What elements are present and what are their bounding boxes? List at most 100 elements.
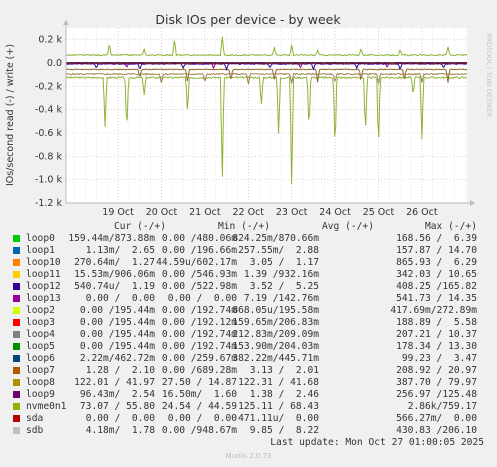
chart: Disk IOs per device - by week IOs/second…	[0, 0, 497, 221]
legend-cur-value: 73.07 / 55.80	[79, 401, 155, 412]
legend-swatch	[13, 283, 20, 290]
legend-header-cur: Cur (-/+)	[114, 221, 166, 232]
legend-cur-value: 4.18m/ 1.78	[85, 425, 155, 436]
legend-max-value: 865.93 / 6.29	[396, 257, 477, 268]
legend-min-value: 0.00 /948.67m	[161, 425, 237, 436]
legend-row: loop7 1.28 / 2.10 0.00 /689.28m 3.13 / 2.01…	[0, 365, 497, 377]
legend-series-name: loop4	[26, 329, 55, 340]
y-tick-label: -1.2 k	[35, 198, 63, 209]
legend-avg-value: 471.11u/ 0.00	[238, 413, 319, 424]
legend-min-value: 0.00 /192.74m	[161, 341, 237, 352]
legend-avg-value: 257.55m/ 2.88	[238, 245, 319, 256]
legend-max-value: 342.03 / 10.65	[396, 269, 477, 280]
legend-header-min: Min (-/+)	[218, 221, 270, 232]
legend-max-value: 168.56 / 6.39	[396, 233, 477, 244]
legend-min-value: 0.00 /192.74m	[161, 305, 237, 316]
legend-avg-value: 212.83m/209.09m	[232, 329, 319, 340]
legend-header: Cur (-/+) Min (-/+) Avg (-/+) Max (-/+)	[0, 221, 497, 233]
legend-min-value: 0.00 / 0.00	[167, 413, 237, 424]
legend-series-name: loop7	[26, 365, 55, 376]
legend-row: loop11 15.53m/906.06m 0.00 /546.93m 1.39 /9…	[0, 269, 497, 281]
y-tick-label: 0.0	[47, 58, 62, 69]
legend-cur-value: 122.01 / 41.97	[74, 377, 155, 388]
legend-max-value: 188.89 / 5.58	[396, 317, 477, 328]
legend-cur-value: 0.00 / 0.00	[85, 413, 155, 424]
legend-row: loop10 270.64m/ 1.27 44.59u/602.17m 3.05 / …	[0, 257, 497, 269]
legend-swatch	[13, 295, 20, 302]
x-tick-label: 25 Oct	[363, 207, 395, 218]
series-line-write	[65, 36, 468, 57]
legend-max-value: 408.25 /165.82	[396, 281, 477, 292]
legend-avg-value: 3.05 / 1.17	[249, 257, 319, 268]
legend-series-name: nvme0n1	[26, 401, 67, 412]
legend-cur-value: 0.00 /195.44m	[79, 305, 155, 316]
legend-row: loop13 0.00 / 0.00 0.00 / 0.00 7.19 /142.76…	[0, 293, 497, 305]
series-nvme0n1	[65, 36, 468, 185]
rrdtool-watermark: RRDTOOL / TOBI OETIKER	[485, 33, 493, 117]
legend-swatch	[13, 247, 20, 254]
legend-cur-value: 0.00 /195.44m	[79, 341, 155, 352]
legend-min-value: 0.00 /689.28m	[161, 365, 237, 376]
x-tick-label: 20 Oct	[146, 207, 178, 218]
legend-cur-value: 0.00 /195.44m	[79, 317, 155, 328]
legend-swatch	[13, 367, 20, 374]
legend-series-name: loop10	[26, 257, 61, 268]
x-tick-label: 22 Oct	[232, 207, 264, 218]
legend-swatch	[13, 259, 20, 266]
legend-avg-value: 125.11 / 68.43	[238, 401, 319, 412]
x-tick-label: 21 Oct	[189, 207, 221, 218]
legend-swatch	[13, 343, 20, 350]
legend-max-value: 178.34 / 13.30	[396, 341, 477, 352]
x-tick-label: 26 Oct	[406, 207, 438, 218]
legend-row: sdb 4.18m/ 1.78 0.00 /948.67m 9.85 / 8.22 43…	[0, 425, 497, 437]
x-tick-label: 19 Oct	[102, 207, 134, 218]
y-axis-arrow-icon	[63, 20, 69, 25]
legend-min-value: 0.00 /259.67m	[161, 353, 237, 364]
legend-min-value: 0.00 / 0.00	[167, 293, 237, 304]
legend-header-max: Max (-/+)	[425, 221, 477, 232]
legend-series-name: loop6	[26, 353, 55, 364]
y-tick-label: 0.2 k	[38, 35, 62, 46]
y-axis-label: IOs/second read (-) / write (+)	[5, 44, 16, 186]
legend-series-name: sda	[26, 413, 44, 424]
legend-max-value: 207.21 / 10.37	[396, 329, 477, 340]
legend-header-avg: Avg (-/+)	[322, 221, 374, 232]
legend-swatch	[13, 415, 20, 422]
legend-cur-value: 0.00 / 0.00	[85, 293, 155, 304]
legend-min-value: 27.50 / 14.87	[161, 377, 237, 388]
legend-cur-value: 540.74u/ 1.19	[74, 281, 155, 292]
y-tick-label: -0.2 k	[35, 81, 63, 92]
legend-row: sda 0.00 / 0.00 0.00 / 0.00 471.11u/ 0.00 56…	[0, 413, 497, 425]
legend-swatch	[13, 331, 20, 338]
legend-series-name: loop0	[26, 233, 55, 244]
legend-min-value: 0.00 /480.06m	[161, 233, 237, 244]
legend-avg-value: 868.05u/195.58m	[232, 305, 319, 316]
legend-swatch	[13, 403, 20, 410]
y-tick-label: -0.6 k	[35, 128, 63, 139]
legend-swatch	[13, 391, 20, 398]
legend-swatch	[13, 379, 20, 386]
legend-cur-value: 1.28 / 2.10	[85, 365, 155, 376]
legend-cur-value: 96.43m/ 2.54	[79, 389, 155, 400]
legend-avg-value: 7.19 /142.76m	[243, 293, 319, 304]
legend-min-value: 44.59u/602.17m	[156, 257, 237, 268]
legend-swatch	[13, 271, 20, 278]
legend-cur-value: 2.22m/462.72m	[79, 353, 155, 364]
legend-swatch	[13, 355, 20, 362]
legend-row: loop5 0.00 /195.44m 0.00 /192.74m 153.90m/2…	[0, 341, 497, 353]
legend-row: nvme0n1 73.07 / 55.80 24.54 / 44.59 125.11 …	[0, 401, 497, 413]
legend-swatch	[13, 427, 20, 434]
legend-swatch	[13, 235, 20, 242]
axes	[63, 20, 475, 206]
legend-swatch	[13, 319, 20, 326]
legend-series-name: loop5	[26, 341, 55, 352]
x-tick-label: 23 Oct	[276, 207, 308, 218]
legend-row: loop1 1.13m/ 2.65 0.00 /196.66m 257.55m/ 2.…	[0, 245, 497, 257]
legend-min-value: 0.00 /546.93m	[161, 269, 237, 280]
legend-avg-value: 9.85 / 8.22	[249, 425, 319, 436]
legend-avg-value: 382.22m/445.71m	[232, 353, 319, 364]
x-axis-arrow-icon	[470, 200, 475, 206]
x-tick-label: 24 Oct	[319, 207, 351, 218]
series-line-read	[65, 75, 468, 185]
legend-row: loop8 122.01 / 41.97 27.50 / 14.87 122.31 /…	[0, 377, 497, 389]
